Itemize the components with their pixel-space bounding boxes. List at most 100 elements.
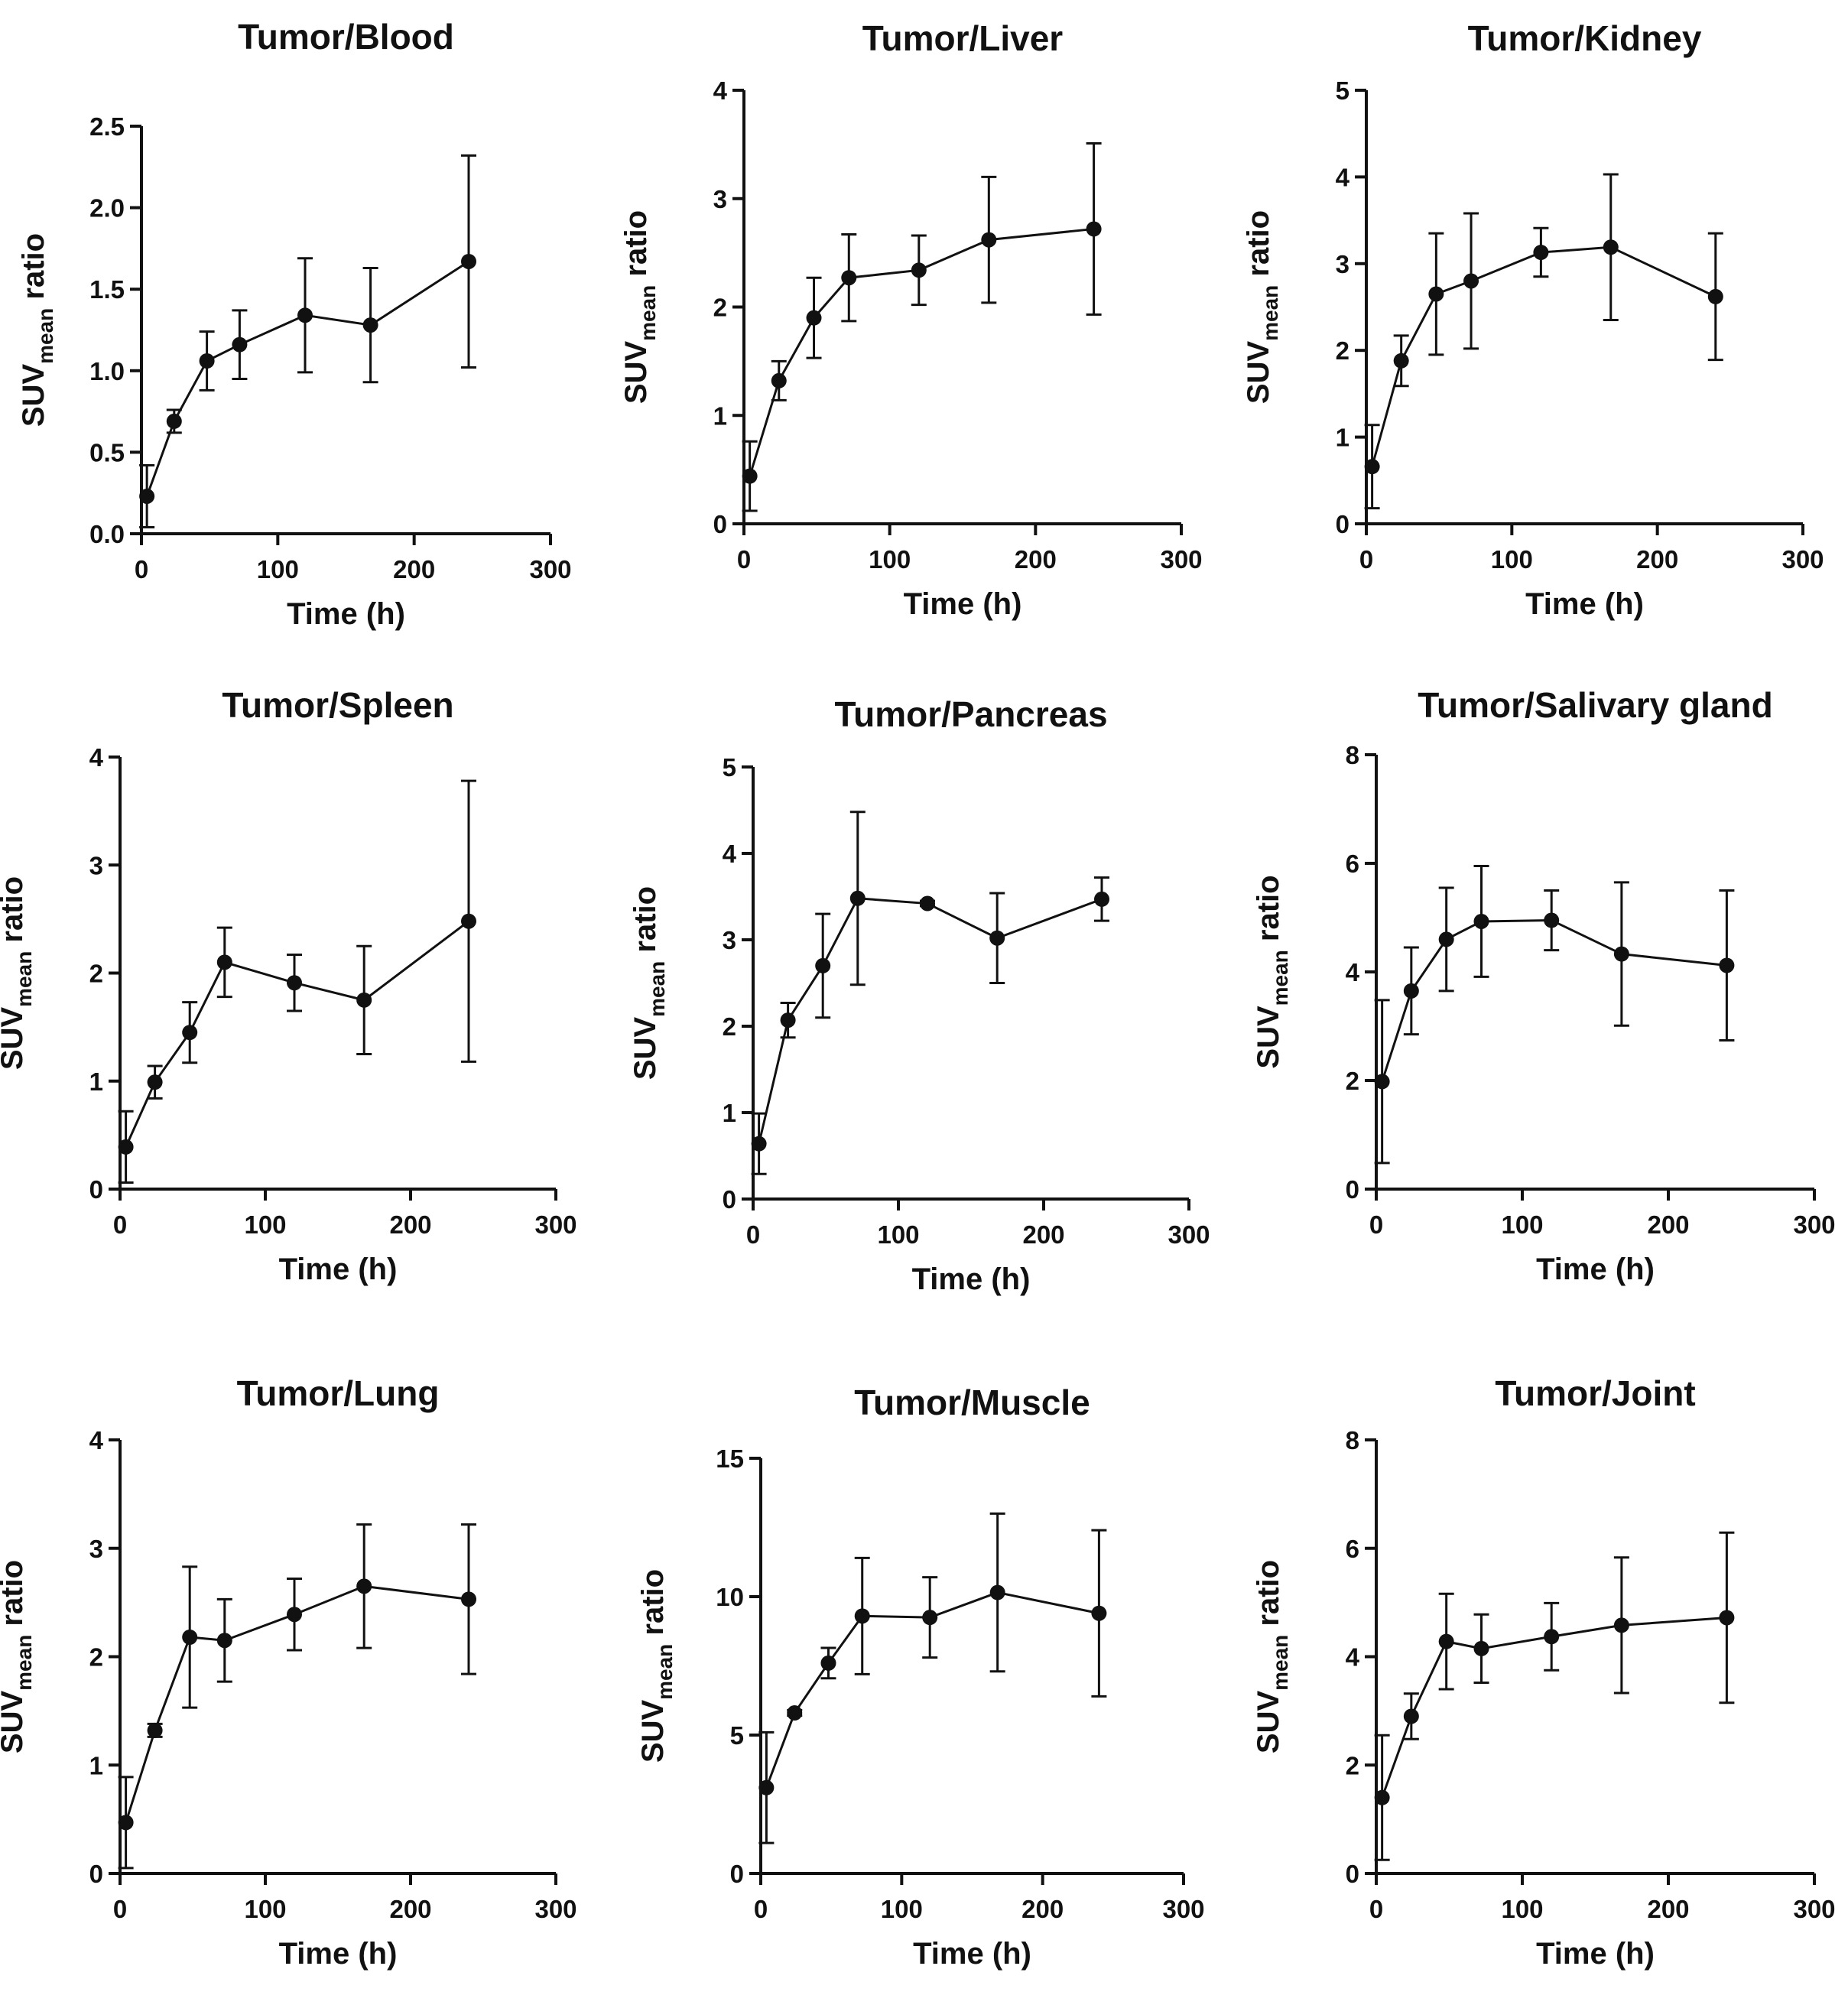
y-axis-label: SUVmean ratio [1252,1560,1292,1753]
chart-title: Tumor/Kidney [1468,18,1702,58]
x-axis-label: Time (h) [279,1253,398,1286]
y-axis-label: SUVmean ratio [619,210,660,404]
data-point [356,1578,372,1594]
y-tick-label: 2 [1336,336,1349,365]
data-point [1428,286,1444,302]
x-axis-label: Time (h) [912,1262,1031,1296]
y-axis-label: SUVmean ratio [0,876,36,1070]
y-tick-label: 3 [89,851,103,879]
data-point [118,1139,134,1155]
x-tick-label: 300 [1162,1895,1204,1923]
data-point [911,262,927,278]
data-point [118,1815,134,1831]
data-point [771,372,787,388]
data-point [356,992,372,1008]
y-tick-label: 0 [730,1860,744,1888]
y-tick-label: 2 [1346,1751,1359,1779]
data-point [216,1633,232,1649]
data-point [139,488,155,504]
y-tick-label: 0 [713,510,727,538]
data-point [232,336,248,353]
y-tick-label: 0.0 [89,520,125,548]
y-tick-label: 3 [723,926,736,954]
x-tick-label: 200 [1015,545,1057,574]
x-tick-label: 300 [534,1895,576,1923]
x-tick-label: 100 [881,1895,923,1923]
chart-title: Tumor/Muscle [854,1383,1090,1422]
x-tick-label: 0 [1369,1895,1383,1923]
y-axis-label: SUVmean ratio [17,233,57,427]
data-point [989,930,1005,946]
y-tick-label: 4 [713,76,728,105]
data-point [362,317,378,333]
data-point [287,1607,302,1623]
chart-title: Tumor/Blood [238,17,454,57]
x-tick-label: 300 [1793,1895,1835,1923]
data-point [297,307,313,323]
y-axis-label: SUVmean ratio [0,1560,36,1753]
x-tick-label: 100 [244,1895,286,1923]
x-tick-label: 200 [389,1895,431,1923]
x-tick-label: 300 [534,1210,576,1239]
data-point [147,1722,163,1738]
x-tick-label: 0 [1359,545,1373,574]
y-tick-label: 0 [1346,1175,1359,1204]
y-tick-label: 4 [89,743,104,772]
chart-title: Tumor/Salivary gland [1418,685,1772,725]
data-point [758,1779,775,1795]
series-line [1381,1616,1727,1799]
y-tick-label: 8 [1346,1426,1359,1454]
y-tick-label: 0.5 [89,438,125,466]
x-tick-label: 300 [1793,1210,1835,1239]
data-point [1613,946,1629,962]
x-axis-label: Time (h) [913,1937,1031,1971]
y-tick-label: 5 [730,1721,744,1750]
x-tick-label: 100 [244,1210,286,1239]
chart-title: Tumor/Lung [237,1373,440,1413]
data-point [1603,239,1619,255]
chart-title: Tumor/Spleen [222,685,453,725]
y-tick-label: 0 [723,1185,736,1214]
data-point [751,1136,767,1152]
data-point [1544,1629,1560,1645]
x-tick-label: 300 [1160,545,1202,574]
data-point [1473,1640,1489,1656]
y-tick-label: 3 [1336,250,1349,278]
x-tick-label: 0 [113,1210,127,1239]
data-point [820,1655,836,1671]
y-tick-label: 0 [89,1175,103,1204]
x-tick-label: 200 [393,555,435,583]
y-tick-label: 4 [1346,1643,1360,1672]
data-point [1086,221,1102,237]
x-tick-label: 0 [754,1895,768,1923]
y-tick-label: 2 [89,960,103,988]
x-tick-label: 0 [135,555,148,583]
y-tick-label: 4 [723,840,737,868]
x-tick-label: 300 [529,555,571,583]
data-point [182,1629,198,1645]
x-tick-label: 200 [1647,1210,1689,1239]
data-point [461,1591,476,1607]
data-point [815,957,831,973]
x-axis-label: Time (h) [279,1937,398,1971]
data-point [461,253,476,269]
y-tick-label: 5 [723,753,736,782]
data-point [287,975,302,991]
x-tick-label: 300 [1168,1220,1210,1249]
x-tick-label: 100 [257,555,299,583]
x-tick-label: 100 [1501,1895,1543,1923]
data-point [1544,912,1560,928]
y-tick-label: 4 [1346,958,1360,986]
y-tick-label: 8 [1346,741,1359,769]
x-tick-label: 100 [869,545,911,574]
x-axis-label: Time (h) [904,587,1022,621]
data-point [922,1610,938,1626]
data-point [742,468,758,484]
y-tick-label: 3 [89,1535,103,1563]
